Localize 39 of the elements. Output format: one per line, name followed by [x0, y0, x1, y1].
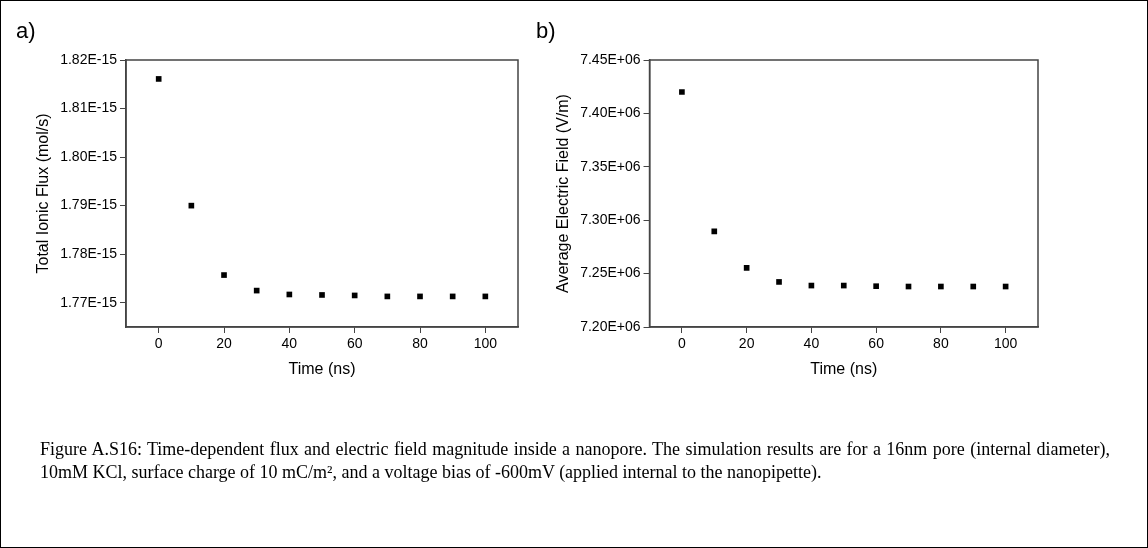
point	[776, 279, 782, 285]
y-tick-label: 7.35E+06	[580, 157, 641, 174]
y-tick-label: 7.30E+06	[580, 211, 641, 228]
x-tick-label: 40	[803, 335, 820, 352]
x-tick-label: 40	[281, 335, 298, 352]
x-tick-label: 60	[346, 335, 363, 352]
text: Figure A.S16: Time-dependent flux and electric field magnitude inside a nanopore. The simulation results are for a 16nm pore (internal diameter), 10mM KCl, surface charge of 10 mC/m², and a voltage bias of -600mV (applied internal to the nanopipette).	[40, 438, 1110, 484]
x-axis-title: Time (ns)	[810, 359, 878, 377]
x-tick-label: 0	[154, 335, 163, 352]
point	[938, 283, 944, 290]
y-tick-label: 7.25E+06	[580, 264, 641, 281]
x-tick-label: 20	[216, 335, 233, 352]
x-tick-label: 60	[868, 335, 885, 352]
x-tick-label: 100	[473, 335, 498, 352]
y-tick-label: 7.45E+06	[580, 50, 641, 67]
y-tick-label: 7.20E+06	[580, 317, 641, 334]
y-tick-label: 1.81E-15	[60, 99, 118, 116]
point	[840, 282, 847, 289]
x-tick-label: 80	[933, 335, 949, 352]
x-tick-label: 80	[412, 335, 428, 352]
y-tick-label: 1.78E-15	[60, 245, 118, 262]
y-axis-title: Total Ionic Flux (mol/s)	[34, 113, 52, 274]
y-tick-label: 1.82E-15	[60, 50, 118, 67]
y-tick-label: 1.77E-15	[60, 293, 118, 310]
y-tick-label: 1.79E-15	[60, 196, 118, 213]
point	[679, 89, 685, 95]
y-axis-title: Average Electric Field (V/m)	[554, 94, 572, 293]
x-tick-label: 0	[678, 335, 687, 352]
x-axis-title: Time (ns)	[288, 359, 356, 377]
y-tick-label: 1.80E-15	[60, 147, 118, 164]
point	[711, 228, 718, 235]
text: b)	[536, 18, 556, 44]
x-tick-label: 100	[993, 335, 1018, 352]
point	[970, 283, 977, 290]
y-tick-label: 7.40E+06	[580, 104, 641, 121]
x-tick-label: 20	[738, 335, 755, 352]
point	[873, 283, 879, 290]
text: a)	[16, 18, 36, 44]
point	[743, 265, 750, 271]
